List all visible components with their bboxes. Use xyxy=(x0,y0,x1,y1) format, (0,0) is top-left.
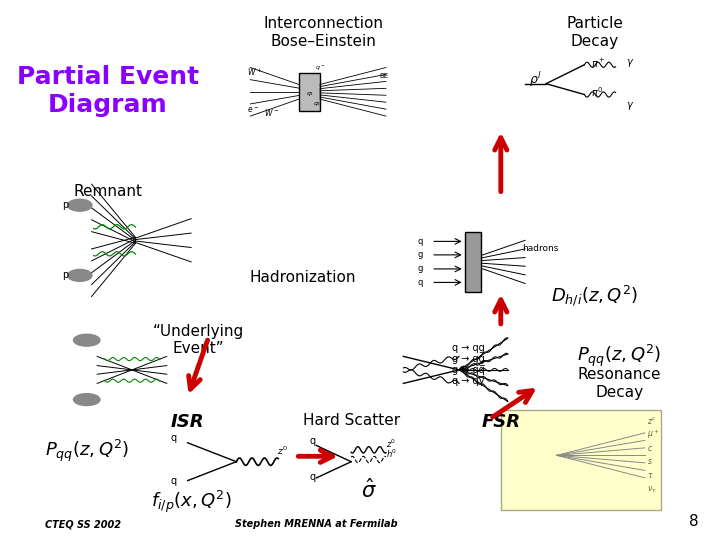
Text: $q_1$: $q_1$ xyxy=(306,90,315,98)
Text: $\rho^l$: $\rho^l$ xyxy=(528,70,541,89)
Text: BE: BE xyxy=(379,73,388,79)
Text: $P_{qq}(z,Q^2)$: $P_{qq}(z,Q^2)$ xyxy=(45,437,129,464)
Text: Remnant: Remnant xyxy=(73,184,142,199)
Text: Hadronization: Hadronization xyxy=(249,270,356,285)
Text: $s$: $s$ xyxy=(647,457,653,467)
Text: $\gamma$: $\gamma$ xyxy=(626,57,634,69)
Text: $q^-$: $q^-$ xyxy=(315,64,325,73)
Text: $\pi^0$: $\pi^0$ xyxy=(591,85,603,99)
Text: 8: 8 xyxy=(690,514,699,529)
Text: q: q xyxy=(310,472,315,482)
Text: $h^0$: $h^0$ xyxy=(386,448,397,461)
FancyBboxPatch shape xyxy=(464,232,481,292)
Text: $\gamma$: $\gamma$ xyxy=(626,100,634,112)
Text: $q_2$: $q_2$ xyxy=(313,100,321,109)
Text: ISR: ISR xyxy=(171,413,204,431)
Text: q: q xyxy=(310,436,315,447)
Text: p: p xyxy=(63,200,68,210)
Text: $c$: $c$ xyxy=(647,444,653,453)
Text: $\pi^+$: $\pi^+$ xyxy=(591,56,606,70)
Text: $z^0$: $z^0$ xyxy=(386,437,396,450)
Text: g: g xyxy=(418,251,423,259)
Text: $\mu^+$: $\mu^+$ xyxy=(647,428,660,441)
Text: CTEQ SS 2002: CTEQ SS 2002 xyxy=(45,519,121,529)
FancyBboxPatch shape xyxy=(299,73,320,111)
Ellipse shape xyxy=(73,394,100,406)
Text: $W^-$: $W^-$ xyxy=(264,107,279,118)
Text: $\hat{\sigma}$: $\hat{\sigma}$ xyxy=(361,478,377,502)
Ellipse shape xyxy=(73,334,100,346)
Text: “Underlying
Event”: “Underlying Event” xyxy=(153,324,243,356)
Text: Partial Event
Diagram: Partial Event Diagram xyxy=(17,65,199,117)
Text: g → gg: g → gg xyxy=(452,354,485,364)
Ellipse shape xyxy=(68,269,92,281)
Text: $z^0$: $z^0$ xyxy=(276,445,287,457)
Text: $P_{qq}(z,Q^2)$: $P_{qq}(z,Q^2)$ xyxy=(577,343,661,369)
Text: q: q xyxy=(170,433,176,443)
Text: $e^-$: $e^-$ xyxy=(247,106,259,116)
Text: $\tau$: $\tau$ xyxy=(647,471,654,480)
Text: $f_{i/p}(x,Q^2)$: $f_{i/p}(x,Q^2)$ xyxy=(150,489,232,515)
Text: Hard Scatter: Hard Scatter xyxy=(302,413,400,428)
Text: $\nu_\tau$: $\nu_\tau$ xyxy=(647,484,657,495)
Text: $W^+$: $W^+$ xyxy=(247,66,262,78)
Text: $D_{h/i}(z,Q^2)$: $D_{h/i}(z,Q^2)$ xyxy=(551,284,639,308)
Text: q: q xyxy=(170,476,176,487)
FancyBboxPatch shape xyxy=(501,410,661,510)
Text: q: q xyxy=(418,278,423,287)
Text: q → qγ: q → qγ xyxy=(452,376,485,386)
Ellipse shape xyxy=(68,199,92,211)
Text: q: q xyxy=(418,237,423,246)
Text: Resonance
Decay: Resonance Decay xyxy=(577,367,661,400)
Text: Particle
Decay: Particle Decay xyxy=(567,16,624,49)
Text: p: p xyxy=(63,271,68,280)
Text: $z^c$: $z^c$ xyxy=(647,415,656,426)
Text: FSR: FSR xyxy=(481,413,521,431)
Text: Stephen MRENNA at Fermilab: Stephen MRENNA at Fermilab xyxy=(235,519,397,529)
Text: Interconnection
Bose–Einstein: Interconnection Bose–Einstein xyxy=(264,16,383,49)
Text: hadrons: hadrons xyxy=(522,244,558,253)
Text: q → qg: q → qg xyxy=(452,343,485,353)
Text: g: g xyxy=(418,265,423,273)
Text: g → qq̅: g → qq̅ xyxy=(452,365,485,375)
